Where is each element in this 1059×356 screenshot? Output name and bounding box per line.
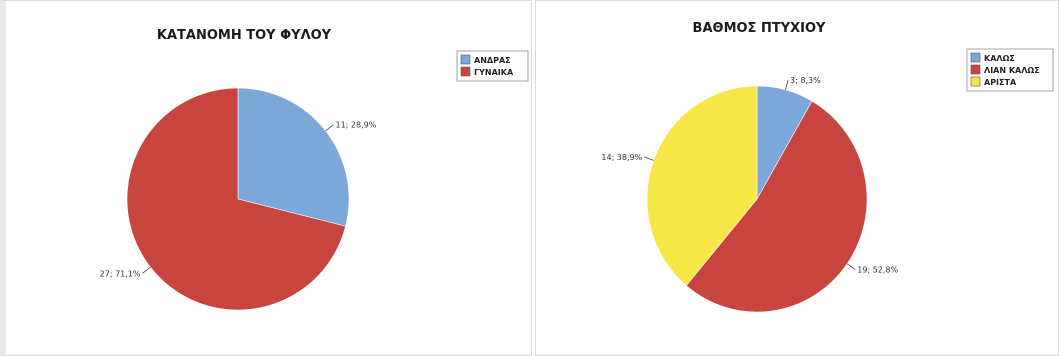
legend-entry-arista: ΑΡΙΣΤΑ [984, 78, 1017, 87]
pie-slice-ανδρας [237, 87, 350, 227]
data-label-λιαν-καλως: 19; 52,8% [857, 266, 898, 275]
pie-slices [126, 87, 350, 311]
legend-swatch-lian-kalos [970, 64, 981, 75]
pie-slices [646, 85, 868, 313]
legend-entry-lian-kalos: ΛΙΑΝ ΚΑΛΩΣ [984, 66, 1040, 75]
data-labels: 3; 8,3% 19; 52,8% 14; 38,9% [601, 76, 898, 274]
leader-line-αριστα [644, 156, 654, 161]
legend-swatch-arista [970, 76, 981, 87]
leader-line-γυναικα [142, 266, 151, 274]
legend-entry-kalos: ΚΑΛΩΣ [984, 54, 1015, 63]
data-label-ανδρας: 11; 28,9% [335, 121, 376, 130]
chart-title: ΚΑΤΑΝΟΜΗ ΤΟΥ ΦΥΛΟΥ [157, 28, 332, 43]
data-label-γυναικα: 27; 71,1% [100, 269, 141, 278]
pie-slice-λιαν-καλως [685, 100, 868, 313]
chart-title: ΒΑΘΜΟΣ ΠΤΥΧΙΟΥ [693, 21, 826, 36]
data-labels: 11; 28,9% 27; 71,1% [100, 121, 377, 279]
pie-slice-γυναικα [126, 87, 346, 311]
gender-pie-chart: ΚΑΤΑΝΟΜΗ ΤΟΥ ΦΥΛΟΥ 11; 28,9% 27; 71,1% ΑΝ… [100, 28, 529, 311]
legend-swatch-andras [460, 54, 471, 65]
data-label-καλως: 3; 8,3% [790, 76, 821, 85]
leader-line-λιαν-καλως [846, 263, 856, 270]
legend-entry-gynaika: ΓΥΝΑΙΚΑ [474, 68, 514, 77]
legend-swatch-gynaika [460, 66, 471, 77]
leader-line-ανδρας [325, 124, 334, 132]
legend: ΑΝΔΡΑΣ ΓΥΝΑΙΚΑ [456, 50, 529, 82]
chart-panel-degree-grade: ΒΑΘΜΟΣ ΠΤΥΧΙΟΥ 3; 8,3% 19; 52,8% 14; 38,9%… [535, 0, 1059, 356]
legend-entry-andras: ΑΝΔΡΑΣ [474, 56, 511, 65]
degree-grade-pie-chart: ΒΑΘΜΟΣ ΠΤΥΧΙΟΥ 3; 8,3% 19; 52,8% 14; 38,9%… [601, 21, 1054, 313]
legend-swatch-kalos [970, 52, 981, 63]
chart-panel-gender: ΚΑΤΑΝΟΜΗ ΤΟΥ ΦΥΛΟΥ 11; 28,9% 27; 71,1% ΑΝ… [0, 0, 532, 356]
data-label-αριστα: 14; 38,9% [601, 153, 642, 162]
leader-line-καλως [785, 80, 789, 90]
legend: ΚΑΛΩΣ ΛΙΑΝ ΚΑΛΩΣ ΑΡΙΣΤΑ [966, 48, 1054, 92]
